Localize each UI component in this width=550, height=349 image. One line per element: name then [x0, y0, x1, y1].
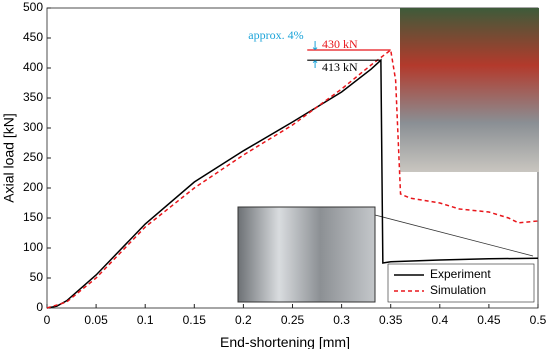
legend-label: Experiment [430, 267, 491, 281]
y-axis-label: Axial load [kN] [1, 113, 17, 202]
x-tick-label: 0.5 [530, 313, 547, 327]
x-tick-label: 0.1 [137, 313, 154, 327]
y-tick-label: 100 [23, 240, 43, 254]
annotation-arrow [312, 60, 318, 68]
specimen-photo [237, 206, 376, 303]
y-tick-label: 150 [23, 210, 43, 224]
y-tick-label: 300 [23, 120, 43, 134]
x-tick-label: 0.45 [477, 313, 501, 327]
y-tick-label: 450 [23, 30, 43, 44]
y-tick-label: 500 [23, 0, 43, 14]
x-tick-label: 0.4 [431, 313, 448, 327]
y-tick-label: 50 [30, 270, 44, 284]
y-tick-label: 250 [23, 150, 43, 164]
x-tick-label: 0.05 [84, 313, 108, 327]
y-tick-label: 350 [23, 90, 43, 104]
annotation-text: 413 kN [322, 60, 358, 74]
y-tick-label: 400 [23, 60, 43, 74]
x-axis-label: End-shortening [mm] [220, 334, 350, 349]
legend: Experiment Simulation [387, 263, 535, 303]
x-tick-label: 0.25 [281, 313, 305, 327]
test-rig-photo [400, 8, 539, 172]
y-tick-label: 0 [36, 300, 43, 314]
annotation-text: approx. 4% [248, 28, 303, 42]
x-tick-label: 0 [44, 313, 51, 327]
annotation-text: 430 kN [322, 37, 358, 51]
legend-box [387, 263, 535, 303]
annotation-arrow [312, 41, 318, 51]
legend-label: Simulation [430, 283, 486, 297]
y-tick-label: 200 [23, 180, 43, 194]
data-line [46, 48, 539, 309]
x-tick-label: 0.2 [235, 313, 252, 327]
x-tick-label: 0.35 [379, 313, 403, 327]
axes: 0 50 100 150 200 250 300 350 400 450 500 0 0.05 0.1 0.… [23, 0, 547, 327]
x-tick-label: 0.15 [183, 313, 207, 327]
photo-pointer [374, 214, 534, 257]
x-tick-label: 0.3 [333, 313, 350, 327]
